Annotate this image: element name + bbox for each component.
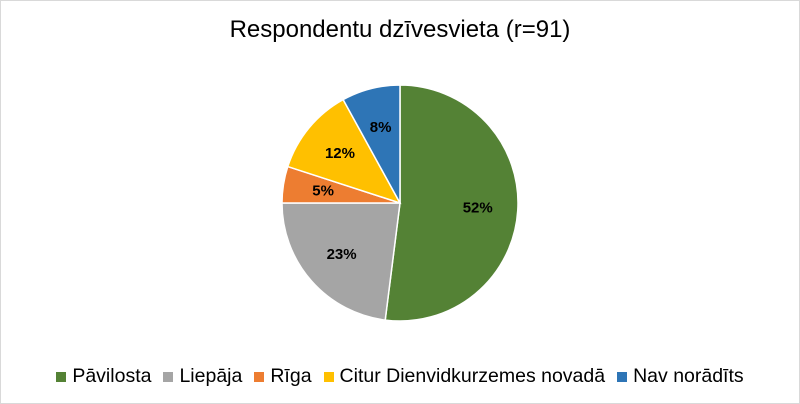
legend-item-liepaja: Liepāja bbox=[163, 365, 242, 388]
legend-swatch bbox=[323, 371, 334, 382]
legend-swatch bbox=[163, 371, 174, 382]
chart-title: Respondentu dzīvesvieta (r=91) bbox=[229, 16, 571, 43]
pie-slice-liepaja bbox=[281, 202, 401, 321]
legend-label: Rīga bbox=[270, 365, 312, 387]
legend-label: Nav norādīts bbox=[633, 365, 744, 387]
data-label-citur-dienvidkurzemes-novada: 12% bbox=[325, 145, 355, 162]
data-label-nav-noradits: 8% bbox=[370, 119, 392, 136]
pie-slice-citur-dienvidkurzemes-novada bbox=[286, 98, 402, 205]
legend-swatch bbox=[617, 371, 628, 382]
legend-swatch bbox=[56, 371, 67, 382]
data-label-riga: 5% bbox=[312, 182, 334, 199]
legend-swatch bbox=[254, 371, 265, 382]
legend-label: Liepāja bbox=[179, 365, 243, 387]
pie-slice-pavilosta bbox=[384, 84, 519, 322]
legend-item-pavilosta: Pāvilosta bbox=[56, 365, 151, 388]
legend-item-nav-noradits: Nav norādīts bbox=[617, 365, 744, 388]
legend: Pāvilosta Liepāja Rīga Citur Dienvidkurzeme… bbox=[1, 365, 799, 388]
legend-label: Pāvilosta bbox=[72, 365, 152, 387]
legend-item-citur-dienvidkurzemes-novada: Citur Dienvidkurzemes novadā bbox=[323, 365, 606, 388]
data-label-liepaja: 23% bbox=[327, 246, 357, 263]
legend-item-riga: Rīga bbox=[254, 365, 312, 388]
data-label-pavilosta: 52% bbox=[463, 199, 493, 216]
pie-slice-nav-noradits bbox=[342, 84, 401, 204]
legend-label: Citur Dienvidkurzemes novadā bbox=[339, 365, 606, 387]
